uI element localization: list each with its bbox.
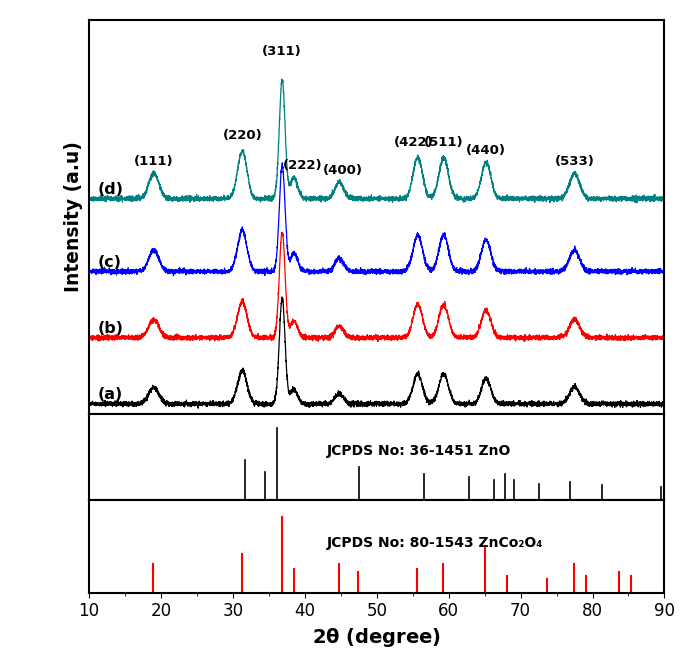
Text: JCPDS No: 36-1451 ZnO: JCPDS No: 36-1451 ZnO [326,444,511,458]
Text: (400): (400) [323,164,363,177]
Text: (220): (220) [223,129,262,143]
Text: (440): (440) [466,144,506,157]
Text: (c): (c) [98,255,122,270]
Text: (111): (111) [134,155,173,168]
Y-axis label: Intensity (a.u): Intensity (a.u) [64,141,84,292]
Text: (d): (d) [98,182,124,197]
Text: (422): (422) [395,136,434,149]
Text: (a): (a) [98,387,123,402]
Text: JCPDS No: 80-1543 ZnCo₂O₄: JCPDS No: 80-1543 ZnCo₂O₄ [326,535,543,549]
Text: (222): (222) [283,159,323,172]
X-axis label: $\mathbf{2\theta}$ (degree): $\mathbf{2\theta}$ (degree) [312,626,441,649]
Text: (b): (b) [98,321,124,336]
Text: (311): (311) [262,45,302,58]
Text: (511): (511) [424,136,464,149]
Text: (533): (533) [555,155,595,168]
